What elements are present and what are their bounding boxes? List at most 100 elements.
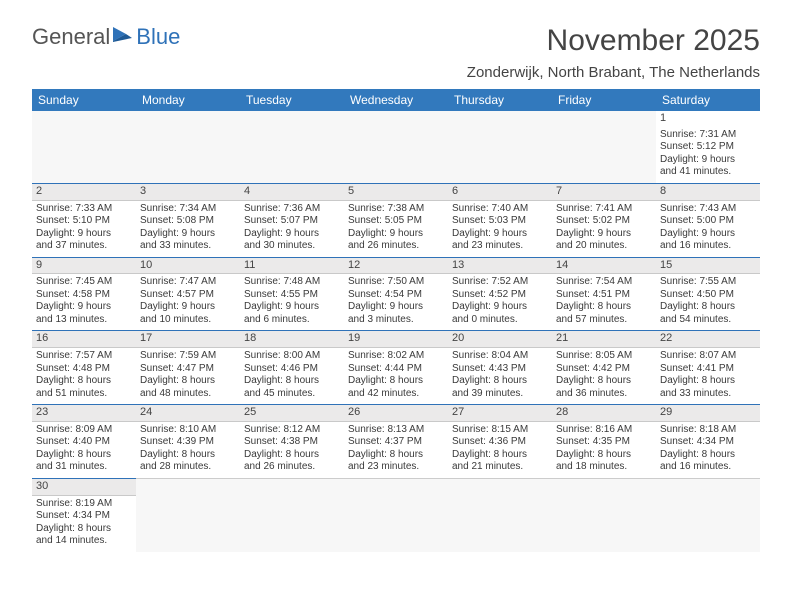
daylight-text: Daylight: 8 hours: [244, 375, 340, 388]
calendar-cell: [344, 111, 448, 183]
day-number: 5: [344, 184, 448, 201]
logo-text-general: General: [32, 24, 110, 50]
sunset-text: Sunset: 4:36 PM: [452, 436, 548, 449]
sunrise-text: Sunrise: 8:13 AM: [348, 424, 444, 437]
title-block: November 2025 Zonderwijk, North Brabant,…: [467, 24, 760, 81]
sunrise-text: Sunrise: 8:16 AM: [556, 424, 652, 437]
sunrise-text: Sunrise: 7:59 AM: [140, 350, 236, 363]
sunrise-text: Sunrise: 7:55 AM: [660, 276, 756, 289]
sunset-text: Sunset: 4:57 PM: [140, 289, 236, 302]
calendar-cell: 24Sunrise: 8:10 AMSunset: 4:39 PMDayligh…: [136, 405, 240, 479]
calendar-cell: 4Sunrise: 7:36 AMSunset: 5:07 PMDaylight…: [240, 183, 344, 257]
logo-text-blue: Blue: [136, 24, 180, 50]
calendar-cell: 13Sunrise: 7:52 AMSunset: 4:52 PMDayligh…: [448, 257, 552, 331]
daylight-text: Daylight: 8 hours: [140, 375, 236, 388]
day-number: 6: [448, 184, 552, 201]
month-title: November 2025: [467, 24, 760, 58]
sunrise-text: Sunrise: 7:33 AM: [36, 203, 132, 216]
calendar-cell: 9Sunrise: 7:45 AMSunset: 4:58 PMDaylight…: [32, 257, 136, 331]
daylight-text: Daylight: 8 hours: [660, 375, 756, 388]
daylight-text: and 41 minutes.: [660, 166, 756, 179]
sunrise-text: Sunrise: 8:07 AM: [660, 350, 756, 363]
sunrise-text: Sunrise: 7:52 AM: [452, 276, 548, 289]
day-number: 20: [448, 331, 552, 348]
calendar-cell: 11Sunrise: 7:48 AMSunset: 4:55 PMDayligh…: [240, 257, 344, 331]
day-header: Thursday: [448, 89, 552, 111]
calendar-cell: 27Sunrise: 8:15 AMSunset: 4:36 PMDayligh…: [448, 405, 552, 479]
daylight-text: Daylight: 9 hours: [556, 228, 652, 241]
calendar-cell: [136, 111, 240, 183]
calendar-cell: 8Sunrise: 7:43 AMSunset: 5:00 PMDaylight…: [656, 183, 760, 257]
day-header: Friday: [552, 89, 656, 111]
daylight-text: and 31 minutes.: [36, 461, 132, 474]
sunrise-text: Sunrise: 8:02 AM: [348, 350, 444, 363]
calendar-cell: 20Sunrise: 8:04 AMSunset: 4:43 PMDayligh…: [448, 331, 552, 405]
calendar-cell: [448, 478, 552, 551]
sunset-text: Sunset: 4:58 PM: [36, 289, 132, 302]
daylight-text: and 13 minutes.: [36, 314, 132, 327]
calendar-cell: 17Sunrise: 7:59 AMSunset: 4:47 PMDayligh…: [136, 331, 240, 405]
sunrise-text: Sunrise: 7:48 AM: [244, 276, 340, 289]
sunrise-text: Sunrise: 7:45 AM: [36, 276, 132, 289]
daylight-text: and 16 minutes.: [660, 240, 756, 253]
calendar-cell: 18Sunrise: 8:00 AMSunset: 4:46 PMDayligh…: [240, 331, 344, 405]
day-number: 7: [552, 184, 656, 201]
day-header: Tuesday: [240, 89, 344, 111]
sunset-text: Sunset: 4:47 PM: [140, 363, 236, 376]
flag-icon: [112, 24, 134, 50]
calendar-cell: 15Sunrise: 7:55 AMSunset: 4:50 PMDayligh…: [656, 257, 760, 331]
daylight-text: Daylight: 9 hours: [452, 301, 548, 314]
daylight-text: and 23 minutes.: [348, 461, 444, 474]
day-number: 11: [240, 258, 344, 275]
sunset-text: Sunset: 5:05 PM: [348, 215, 444, 228]
logo: General Blue: [32, 24, 180, 50]
calendar-cell: 6Sunrise: 7:40 AMSunset: 5:03 PMDaylight…: [448, 183, 552, 257]
daylight-text: Daylight: 9 hours: [36, 228, 132, 241]
calendar-cell: 14Sunrise: 7:54 AMSunset: 4:51 PMDayligh…: [552, 257, 656, 331]
sunrise-text: Sunrise: 7:43 AM: [660, 203, 756, 216]
sunset-text: Sunset: 4:46 PM: [244, 363, 340, 376]
sunset-text: Sunset: 4:55 PM: [244, 289, 340, 302]
day-number: 8: [656, 184, 760, 201]
daylight-text: Daylight: 9 hours: [244, 301, 340, 314]
sunset-text: Sunset: 5:08 PM: [140, 215, 236, 228]
daylight-text: Daylight: 8 hours: [452, 449, 548, 462]
sunset-text: Sunset: 4:38 PM: [244, 436, 340, 449]
daylight-text: Daylight: 8 hours: [140, 449, 236, 462]
calendar-cell: [552, 478, 656, 551]
day-number: 26: [344, 405, 448, 422]
calendar-cell: 2Sunrise: 7:33 AMSunset: 5:10 PMDaylight…: [32, 183, 136, 257]
day-number: 15: [656, 258, 760, 275]
daylight-text: and 21 minutes.: [452, 461, 548, 474]
sunrise-text: Sunrise: 7:41 AM: [556, 203, 652, 216]
sunrise-text: Sunrise: 7:36 AM: [244, 203, 340, 216]
calendar-week-row: 23Sunrise: 8:09 AMSunset: 4:40 PMDayligh…: [32, 405, 760, 479]
sunrise-text: Sunrise: 8:19 AM: [36, 498, 132, 511]
daylight-text: Daylight: 8 hours: [36, 449, 132, 462]
daylight-text: and 0 minutes.: [452, 314, 548, 327]
day-number: 3: [136, 184, 240, 201]
day-number: 2: [32, 184, 136, 201]
daylight-text: and 45 minutes.: [244, 388, 340, 401]
calendar-cell: 3Sunrise: 7:34 AMSunset: 5:08 PMDaylight…: [136, 183, 240, 257]
daylight-text: and 57 minutes.: [556, 314, 652, 327]
calendar-cell: 26Sunrise: 8:13 AMSunset: 4:37 PMDayligh…: [344, 405, 448, 479]
daylight-text: Daylight: 8 hours: [36, 375, 132, 388]
sunset-text: Sunset: 4:52 PM: [452, 289, 548, 302]
day-number: 10: [136, 258, 240, 275]
day-number: 29: [656, 405, 760, 422]
sunrise-text: Sunrise: 8:04 AM: [452, 350, 548, 363]
calendar-week-row: 30Sunrise: 8:19 AMSunset: 4:34 PMDayligh…: [32, 478, 760, 551]
day-number: 25: [240, 405, 344, 422]
sunset-text: Sunset: 4:41 PM: [660, 363, 756, 376]
daylight-text: and 42 minutes.: [348, 388, 444, 401]
calendar-cell: 28Sunrise: 8:16 AMSunset: 4:35 PMDayligh…: [552, 405, 656, 479]
day-number: 24: [136, 405, 240, 422]
daylight-text: and 51 minutes.: [36, 388, 132, 401]
daylight-text: and 6 minutes.: [244, 314, 340, 327]
sunrise-text: Sunrise: 7:31 AM: [660, 129, 756, 142]
daylight-text: Daylight: 8 hours: [556, 301, 652, 314]
sunset-text: Sunset: 4:40 PM: [36, 436, 132, 449]
daylight-text: Daylight: 8 hours: [348, 375, 444, 388]
daylight-text: Daylight: 8 hours: [660, 301, 756, 314]
